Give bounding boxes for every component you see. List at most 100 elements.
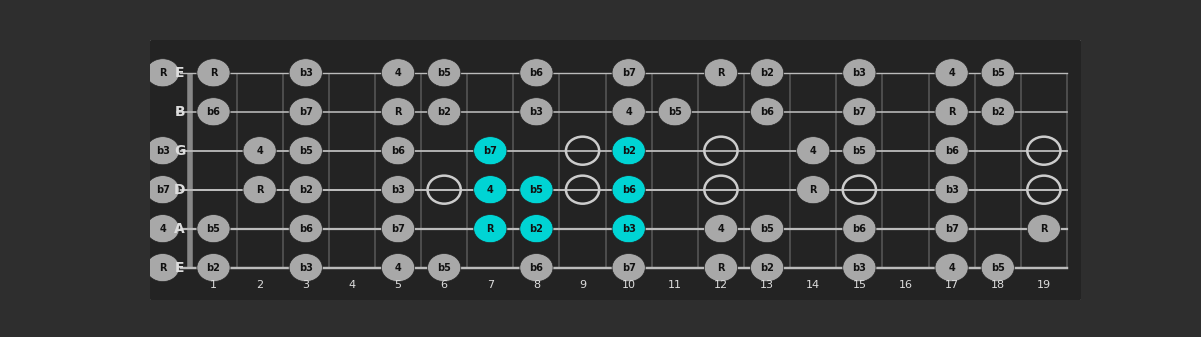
Text: 9: 9 [579, 279, 586, 289]
Ellipse shape [843, 215, 876, 243]
Text: b3: b3 [299, 263, 312, 273]
Text: 4: 4 [160, 224, 166, 234]
Text: b6: b6 [299, 224, 312, 234]
Text: R: R [256, 185, 263, 195]
Text: 4: 4 [256, 146, 263, 156]
Ellipse shape [243, 137, 276, 165]
Text: b5: b5 [207, 224, 221, 234]
Ellipse shape [243, 176, 276, 204]
Text: 4: 4 [486, 185, 494, 195]
Ellipse shape [382, 98, 414, 126]
Text: R: R [717, 263, 724, 273]
Text: b3: b3 [530, 107, 543, 117]
Text: R: R [809, 185, 817, 195]
Ellipse shape [428, 59, 461, 87]
Text: R: R [486, 224, 494, 234]
Ellipse shape [751, 253, 784, 282]
Ellipse shape [473, 215, 507, 243]
Text: 2: 2 [256, 279, 263, 289]
Text: b3: b3 [945, 185, 958, 195]
Text: R: R [948, 107, 955, 117]
Text: b5: b5 [299, 146, 312, 156]
Text: b2: b2 [991, 107, 1005, 117]
Text: 1: 1 [210, 279, 217, 289]
Text: b3: b3 [156, 146, 169, 156]
Text: b2: b2 [622, 146, 635, 156]
Ellipse shape [704, 215, 737, 243]
Ellipse shape [1027, 215, 1060, 243]
Text: b7: b7 [622, 68, 635, 78]
FancyBboxPatch shape [147, 37, 1085, 303]
Text: R: R [1040, 224, 1047, 234]
Text: 4: 4 [809, 146, 817, 156]
Ellipse shape [197, 59, 231, 87]
Text: 15: 15 [853, 279, 866, 289]
Text: 17: 17 [944, 279, 958, 289]
Text: b6: b6 [853, 224, 866, 234]
Ellipse shape [936, 59, 968, 87]
Text: R: R [210, 68, 217, 78]
Text: 10: 10 [622, 279, 635, 289]
Text: b5: b5 [760, 224, 773, 234]
Ellipse shape [289, 137, 322, 165]
Text: b5: b5 [668, 107, 682, 117]
Ellipse shape [751, 59, 784, 87]
Ellipse shape [147, 215, 179, 243]
Ellipse shape [428, 98, 461, 126]
Ellipse shape [613, 137, 645, 165]
Ellipse shape [796, 176, 830, 204]
Text: 4: 4 [949, 263, 955, 273]
Text: 4: 4 [626, 107, 632, 117]
Ellipse shape [473, 137, 507, 165]
Text: 4: 4 [717, 224, 724, 234]
Text: b6: b6 [392, 146, 405, 156]
Ellipse shape [147, 59, 179, 87]
Ellipse shape [981, 59, 1015, 87]
Text: 11: 11 [668, 279, 682, 289]
Ellipse shape [197, 253, 231, 282]
Text: b6: b6 [622, 185, 635, 195]
Text: E: E [175, 261, 184, 275]
Text: b5: b5 [991, 263, 1005, 273]
Ellipse shape [382, 137, 414, 165]
Ellipse shape [751, 98, 784, 126]
Text: b7: b7 [392, 224, 405, 234]
Ellipse shape [843, 98, 876, 126]
Ellipse shape [936, 215, 968, 243]
Ellipse shape [613, 215, 645, 243]
Ellipse shape [613, 98, 645, 126]
Ellipse shape [796, 137, 830, 165]
Ellipse shape [658, 98, 692, 126]
Text: R: R [159, 263, 167, 273]
Text: b5: b5 [530, 185, 543, 195]
Text: 19: 19 [1036, 279, 1051, 289]
Ellipse shape [147, 176, 179, 204]
Ellipse shape [520, 253, 552, 282]
Text: b5: b5 [991, 68, 1005, 78]
Text: B: B [174, 105, 185, 119]
Text: b2: b2 [760, 263, 773, 273]
Ellipse shape [843, 137, 876, 165]
Text: b7: b7 [622, 263, 635, 273]
Text: b3: b3 [622, 224, 635, 234]
Text: 3: 3 [303, 279, 309, 289]
Ellipse shape [613, 253, 645, 282]
Ellipse shape [981, 253, 1015, 282]
Text: b3: b3 [392, 185, 405, 195]
Text: b5: b5 [853, 146, 866, 156]
Ellipse shape [289, 176, 322, 204]
Text: 4: 4 [348, 279, 355, 289]
Text: b7: b7 [483, 146, 497, 156]
Ellipse shape [704, 253, 737, 282]
Text: b6: b6 [760, 107, 773, 117]
Text: E: E [175, 66, 184, 80]
Ellipse shape [382, 253, 414, 282]
Text: 14: 14 [806, 279, 820, 289]
Ellipse shape [520, 176, 552, 204]
Ellipse shape [981, 98, 1015, 126]
Text: D: D [174, 183, 185, 197]
Text: b5: b5 [437, 263, 452, 273]
Text: b3: b3 [853, 68, 866, 78]
Text: 6: 6 [441, 279, 448, 289]
Ellipse shape [613, 59, 645, 87]
